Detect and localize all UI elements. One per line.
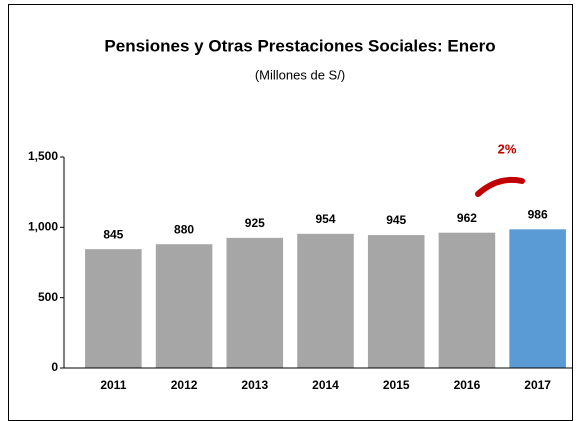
chart-title: Pensiones y Otras Prestaciones Sociales:… <box>104 36 495 55</box>
value-label: 925 <box>245 216 265 230</box>
bar <box>367 235 425 368</box>
value-label: 945 <box>386 213 406 227</box>
y-tick-label: 1,500 <box>28 149 58 163</box>
annotation: 2% <box>498 141 517 156</box>
value-label: 986 <box>528 207 548 221</box>
bar <box>226 237 284 368</box>
bar <box>509 229 566 368</box>
x-tick-label: 2011 <box>100 378 126 392</box>
x-tick-label: 2012 <box>171 378 198 392</box>
bar <box>438 232 496 368</box>
y-tick-label: 1,000 <box>28 220 58 234</box>
x-tick-label: 2013 <box>241 378 268 392</box>
x-tick-label: 2016 <box>454 378 481 392</box>
y-tick-label: 0 <box>51 360 58 374</box>
bar <box>297 233 354 368</box>
bar <box>85 249 142 368</box>
bar <box>155 244 213 368</box>
x-tick-label: 2017 <box>524 378 551 392</box>
value-label: 880 <box>174 222 194 236</box>
growth-arc <box>475 176 525 197</box>
x-tick-label: 2015 <box>383 378 410 392</box>
value-label: 954 <box>315 212 335 226</box>
x-tick-label: 2014 <box>312 378 339 392</box>
value-label: 845 <box>103 227 123 241</box>
y-tick-label: 500 <box>38 290 58 304</box>
chart-subtitle: (Millones de S/) <box>255 67 345 82</box>
value-label: 962 <box>457 211 477 225</box>
